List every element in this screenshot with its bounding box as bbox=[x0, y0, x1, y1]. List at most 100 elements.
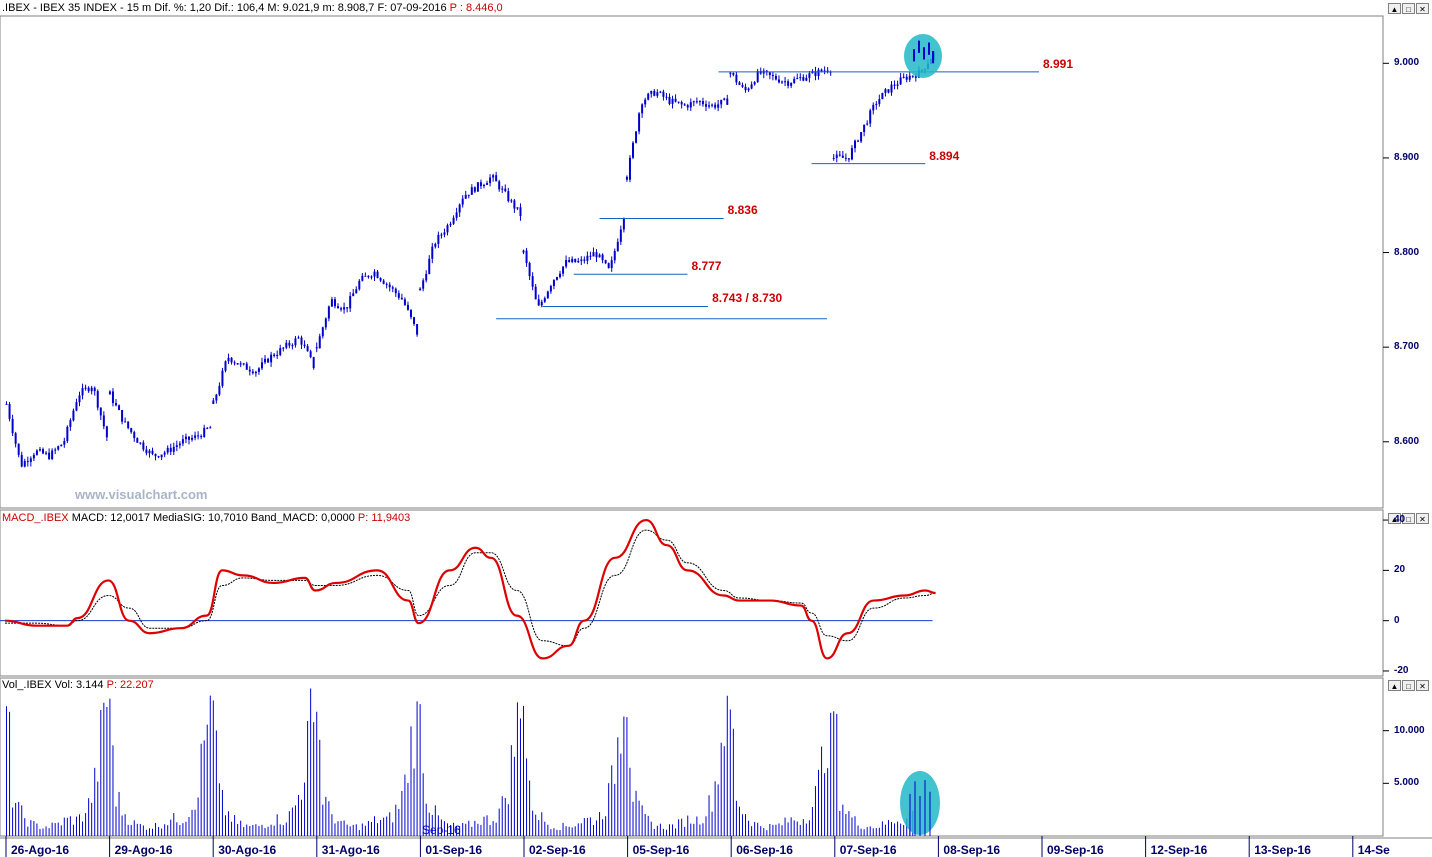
price-candle-body bbox=[416, 323, 419, 335]
maximize-button[interactable]: ▲ bbox=[1388, 513, 1401, 524]
level-label: 8.836 bbox=[727, 203, 758, 218]
price-candle-body bbox=[422, 280, 425, 289]
price-candle-body bbox=[434, 243, 437, 247]
price-candle-body bbox=[364, 275, 367, 277]
price-candle-body bbox=[260, 362, 263, 369]
price-candle-body bbox=[659, 91, 662, 93]
price-candle-body bbox=[349, 296, 352, 309]
price-candle-body bbox=[841, 155, 844, 158]
price-candle-body bbox=[54, 449, 57, 451]
price-candle-body bbox=[467, 194, 470, 196]
price-candle-body bbox=[312, 357, 315, 369]
price-candle-body bbox=[440, 234, 443, 236]
price-candle-body bbox=[875, 103, 878, 105]
price-candle-body bbox=[583, 259, 586, 261]
price-candle-body bbox=[373, 271, 376, 277]
price-candle-body bbox=[562, 266, 565, 274]
volume-panel-window-buttons: ▲ □ ✕ bbox=[1388, 680, 1429, 691]
price-candle-body bbox=[844, 157, 847, 159]
price-candle-body bbox=[154, 453, 157, 457]
price-candle-body bbox=[507, 191, 510, 202]
price-candle-body bbox=[75, 402, 78, 411]
price-candle-body bbox=[35, 450, 38, 455]
restore-button[interactable]: □ bbox=[1402, 3, 1415, 14]
price-candle-body bbox=[346, 307, 349, 309]
price-candle-body bbox=[343, 307, 346, 310]
price-candle-body bbox=[899, 77, 902, 85]
price-candle-body bbox=[568, 259, 571, 262]
date-tick-label: 01-Sep-16 bbox=[425, 843, 483, 857]
price-candle-body bbox=[577, 260, 580, 263]
price-candle-body bbox=[461, 198, 464, 205]
price-candle-body bbox=[881, 92, 884, 100]
price-candle-body bbox=[486, 183, 489, 185]
price-candle-body bbox=[306, 346, 309, 352]
price-candle-body bbox=[896, 84, 899, 86]
volume-tick-label: 5.000 bbox=[1394, 777, 1420, 789]
price-candle-body bbox=[814, 71, 817, 77]
month-label: Sep-16 bbox=[422, 823, 461, 837]
maximize-button[interactable]: ▲ bbox=[1388, 680, 1401, 691]
price-candle-body bbox=[838, 154, 841, 156]
price-candle-body bbox=[163, 452, 166, 455]
price-candle-body bbox=[616, 241, 619, 252]
price-candle-body bbox=[431, 246, 434, 259]
price-candle-body bbox=[857, 140, 860, 142]
macd-lines bbox=[0, 518, 936, 660]
price-candle-body bbox=[409, 309, 412, 318]
price-tick-label: 8.600 bbox=[1394, 435, 1420, 447]
price-candle-body bbox=[139, 442, 142, 444]
price-candle-body bbox=[750, 84, 753, 89]
price-candle-body bbox=[905, 76, 908, 80]
price-candle-body bbox=[543, 298, 546, 302]
price-candle-body bbox=[239, 363, 242, 365]
price-candle-body bbox=[704, 104, 707, 107]
price-candle-body bbox=[513, 200, 516, 209]
restore-button[interactable]: □ bbox=[1402, 513, 1415, 524]
price-candle-body bbox=[327, 306, 330, 319]
price-candle-body bbox=[571, 258, 574, 262]
price-candle-body bbox=[187, 436, 190, 440]
price-candle-body bbox=[8, 403, 11, 419]
price-candle-body bbox=[425, 273, 428, 281]
highlight-overlay bbox=[909, 40, 934, 836]
macd-line bbox=[4, 518, 936, 660]
price-candle-body bbox=[17, 443, 20, 455]
price-candle-body bbox=[653, 90, 656, 96]
price-candle-body bbox=[379, 278, 382, 281]
price-candle-body bbox=[565, 259, 568, 267]
price-candle-body bbox=[519, 207, 522, 217]
price-candle-body bbox=[522, 250, 525, 253]
restore-button[interactable]: □ bbox=[1402, 680, 1415, 691]
price-candle-body bbox=[400, 297, 403, 300]
price-candle-body bbox=[632, 142, 635, 158]
price-candle-body bbox=[771, 75, 774, 77]
date-tick-label: 31-Ago-16 bbox=[321, 843, 380, 857]
close-button[interactable]: ✕ bbox=[1416, 3, 1429, 14]
price-candle-body bbox=[419, 288, 422, 291]
date-tick-label: 05-Sep-16 bbox=[632, 843, 690, 857]
price-candle-body bbox=[604, 260, 607, 264]
close-button[interactable]: ✕ bbox=[1416, 513, 1429, 524]
price-candle-body bbox=[790, 82, 793, 86]
price-candle-body bbox=[446, 225, 449, 233]
price-candle-body bbox=[622, 218, 625, 230]
price-candle-body bbox=[887, 89, 890, 93]
price-candle-body bbox=[504, 188, 507, 192]
price-candle-body bbox=[686, 105, 689, 108]
price-tick-label: 9.000 bbox=[1394, 57, 1420, 69]
volume-bars bbox=[6, 688, 914, 836]
price-candle-body bbox=[382, 280, 385, 284]
close-button[interactable]: ✕ bbox=[1416, 680, 1429, 691]
macd-tick-label: 40 bbox=[1394, 514, 1406, 526]
price-candle-body bbox=[546, 291, 549, 299]
price-candle-body bbox=[628, 157, 631, 180]
price-candle-body bbox=[248, 369, 251, 372]
macd-indicator-label: MACD_.IBEX bbox=[2, 512, 69, 524]
price-candle-body bbox=[692, 101, 695, 103]
price-candle-body bbox=[479, 182, 482, 187]
price-candle-body bbox=[127, 421, 130, 429]
macd-values: MACD: 12,0017 MediaSIG: 10,7010 Band_MAC… bbox=[71, 512, 355, 524]
price-candle-body bbox=[264, 358, 267, 363]
maximize-button[interactable]: ▲ bbox=[1388, 3, 1401, 14]
